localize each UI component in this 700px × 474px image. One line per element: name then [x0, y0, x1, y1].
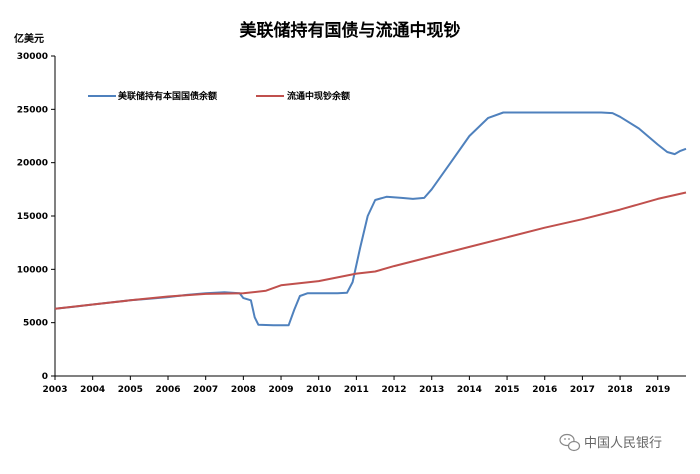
x-tick-label: 2003: [42, 385, 67, 395]
legend-label-treasury: 美联储持有本国国债余额: [118, 90, 217, 102]
x-tick-label: 2015: [495, 385, 520, 395]
y-tick-label: 30000: [17, 52, 48, 62]
legend-label-currency: 流通中现钞余额: [287, 90, 350, 102]
x-tick-label: 2013: [419, 385, 444, 395]
y-tick-label: 10000: [17, 265, 48, 275]
x-tick-label: 2007: [193, 385, 218, 395]
x-tick-label: 2006: [155, 385, 180, 395]
x-tick-label: 2008: [231, 385, 256, 395]
x-tick-label: 2004: [80, 385, 105, 395]
x-tick-label: 2005: [118, 385, 143, 395]
x-tick-label: 2010: [306, 385, 331, 395]
y-axis-unit-label: 亿美元: [14, 32, 44, 45]
wechat-icon: [559, 433, 581, 452]
x-tick-label: 2012: [382, 385, 407, 395]
series-line-currency: [54, 191, 687, 310]
y-tick-label: 0: [42, 372, 48, 382]
x-axis-ticks: 2003 2004 2005 2006 2007 2008 2009 2010 2011 2012…: [42, 376, 670, 395]
x-tick-label: 2016: [532, 385, 557, 395]
watermark: 中国人民银行: [559, 433, 662, 452]
x-tick-label: 2019: [645, 385, 670, 395]
x-tick-label: 2014: [457, 385, 482, 395]
y-tick-label: 15000: [17, 212, 48, 222]
x-tick-label: 2009: [268, 385, 293, 395]
watermark-text: 中国人民银行: [584, 436, 662, 451]
x-tick-label: 2018: [608, 385, 633, 395]
legend-item-currency: 流通中现钞余额: [256, 90, 350, 102]
legend: 美联储持有本国国债余额 流通中现钞余额: [88, 90, 350, 102]
y-axis-ticks: 0 5000 10000 15000 20000 25000 30000: [17, 52, 55, 382]
x-tick-label: 2017: [570, 385, 595, 395]
legend-item-treasury: 美联储持有本国国债余额: [88, 90, 217, 102]
y-tick-label: 25000: [17, 105, 48, 115]
chart-title: 美联储持有国债与流通中现钞: [240, 20, 461, 41]
x-tick-label: 2011: [344, 385, 369, 395]
series-line-treasury: [54, 111, 687, 327]
y-tick-label: 5000: [23, 319, 48, 329]
y-tick-label: 20000: [17, 159, 48, 169]
series-lines: [54, 111, 687, 327]
